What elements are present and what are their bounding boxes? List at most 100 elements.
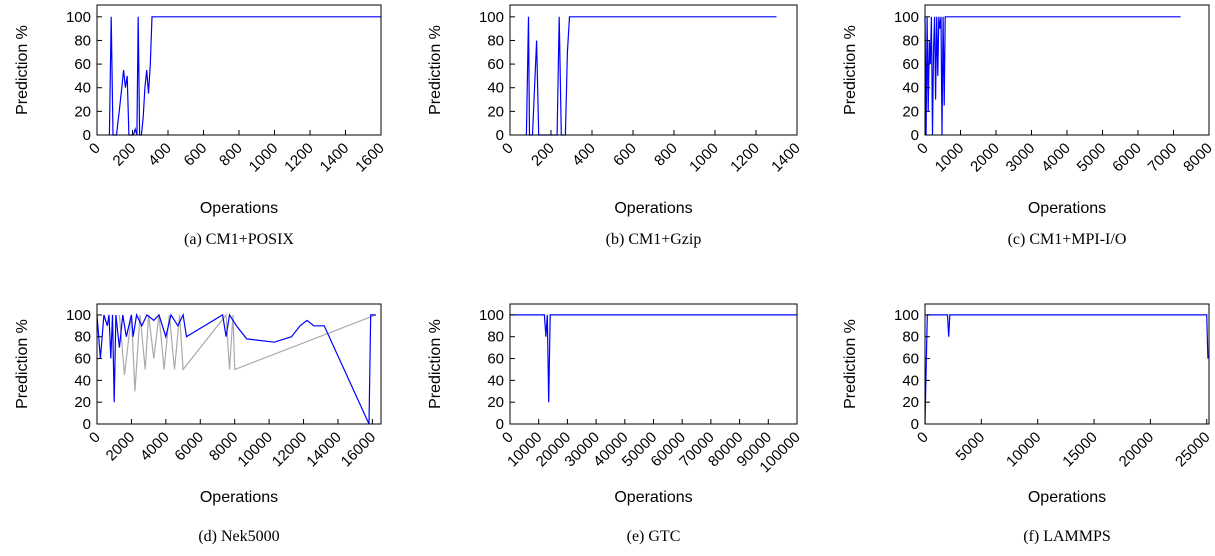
x-tick-label: 8000 — [1180, 140, 1215, 176]
x-axis-label: Operations — [200, 200, 278, 217]
y-tick-label: 40 — [487, 372, 504, 389]
y-tick-label: 20 — [74, 103, 91, 120]
y-tick-label: 20 — [487, 103, 504, 120]
plot-frame — [509, 4, 798, 136]
y-tick-label: 80 — [74, 32, 91, 49]
x-tick-label: 1200 — [281, 140, 317, 176]
x-tick-label: 1000 — [246, 140, 282, 176]
x-tick-label: 3000 — [1003, 140, 1039, 176]
y-tick-label: 80 — [902, 329, 919, 346]
y-tick-label: 0 — [911, 127, 919, 144]
y-tick-label: 80 — [487, 329, 504, 346]
y-tick-label: 80 — [902, 32, 919, 49]
y-tick-label: 100 — [894, 9, 919, 26]
y-tick-label: 0 — [911, 416, 919, 433]
x-tick-label: 200 — [110, 140, 140, 170]
x-tick-label: 1400 — [768, 140, 804, 176]
x-tick-label: 1400 — [317, 140, 353, 176]
x-tick-label: 5000 — [1074, 140, 1110, 176]
y-tick-label: 0 — [496, 416, 504, 433]
y-tick-label: 60 — [487, 56, 504, 73]
plot-frame — [509, 303, 798, 425]
x-tick-label: 6000 — [171, 429, 207, 465]
x-tick-label: 200 — [528, 140, 558, 170]
plot-frame — [924, 4, 1210, 136]
caption: (d) Nek5000 — [198, 528, 279, 545]
plot-frame — [924, 303, 1210, 425]
y-tick-label: 20 — [74, 394, 91, 411]
y-tick-label: 40 — [902, 372, 919, 389]
y-tick-label: 0 — [83, 127, 91, 144]
y-tick-label: 40 — [74, 80, 91, 97]
x-tick-label: 16000 — [338, 429, 380, 471]
y-tick-label: 100 — [66, 307, 91, 324]
data-line — [924, 16, 1181, 136]
x-tick-label: 400 — [569, 140, 599, 170]
caption: (a) CM1+POSIX — [184, 231, 294, 248]
y-tick-label: 60 — [74, 351, 91, 368]
y-axis-label: Prediction % — [842, 25, 859, 115]
x-tick-label: 4000 — [1038, 140, 1074, 176]
y-tick-label: 60 — [902, 56, 919, 73]
y-tick-label: 0 — [496, 127, 504, 144]
x-tick-label: 1000 — [686, 140, 722, 176]
x-tick-label: 0 — [914, 140, 932, 158]
y-axis-label: Prediction % — [14, 25, 31, 115]
x-tick-label: 0 — [499, 140, 517, 158]
y-tick-label: 100 — [479, 9, 504, 26]
caption: (c) CM1+MPI-I/O — [1008, 231, 1127, 248]
x-tick-label: 10000 — [1003, 429, 1045, 471]
caption: (e) GTC — [627, 528, 681, 545]
x-tick-label: 12000 — [269, 429, 311, 471]
y-tick-label: 40 — [902, 80, 919, 97]
x-axis-label: Operations — [1028, 489, 1106, 506]
x-tick-label: 800 — [216, 140, 246, 170]
x-tick-label: 20000 — [1116, 429, 1158, 471]
x-tick-label: 0 — [499, 429, 517, 447]
y-tick-label: 20 — [487, 394, 504, 411]
x-tick-label: 0 — [86, 140, 104, 158]
x-tick-label: 600 — [610, 140, 640, 170]
y-tick-label: 40 — [74, 372, 91, 389]
x-axis-label: Operations — [1028, 200, 1106, 217]
data-line — [525, 16, 777, 136]
y-tick-label: 100 — [479, 307, 504, 324]
y-tick-label: 100 — [66, 9, 91, 26]
x-axis-label: Operations — [614, 200, 692, 217]
y-tick-label: 100 — [894, 307, 919, 324]
x-tick-label: 0 — [914, 429, 932, 447]
y-tick-label: 40 — [487, 80, 504, 97]
y-tick-label: 60 — [74, 56, 91, 73]
x-axis-label: Operations — [614, 489, 692, 506]
plot-frame — [96, 303, 382, 425]
y-axis-label: Prediction % — [842, 319, 859, 409]
y-tick-label: 80 — [487, 32, 504, 49]
data-line — [510, 314, 797, 403]
x-tick-label: 1200 — [727, 140, 763, 176]
x-tick-label: 15000 — [1059, 429, 1101, 471]
x-tick-label: 10000 — [234, 429, 276, 471]
x-tick-label: 600 — [181, 140, 211, 170]
x-tick-label: 2000 — [103, 429, 139, 465]
x-tick-label: 0 — [86, 429, 104, 447]
data-line — [924, 314, 1209, 425]
x-tick-label: 7000 — [1145, 140, 1181, 176]
y-axis-label: Prediction % — [427, 319, 444, 409]
x-tick-label: 1600 — [352, 140, 388, 176]
x-tick-label: 5000 — [953, 429, 989, 465]
caption: (f) LAMMPS — [1023, 528, 1111, 545]
y-tick-label: 20 — [902, 394, 919, 411]
x-tick-label: 400 — [145, 140, 175, 170]
data-line — [96, 312, 376, 425]
x-tick-label: 4000 — [137, 429, 173, 465]
data-line — [118, 313, 377, 392]
y-axis-label: Prediction % — [14, 319, 31, 409]
y-tick-label: 0 — [83, 416, 91, 433]
x-tick-label: 14000 — [303, 429, 345, 471]
x-tick-label: 2000 — [967, 140, 1003, 176]
caption: (b) CM1+Gzip — [606, 231, 702, 248]
x-tick-label: 6000 — [1109, 140, 1145, 176]
y-tick-label: 60 — [487, 351, 504, 368]
y-tick-label: 20 — [902, 103, 919, 120]
